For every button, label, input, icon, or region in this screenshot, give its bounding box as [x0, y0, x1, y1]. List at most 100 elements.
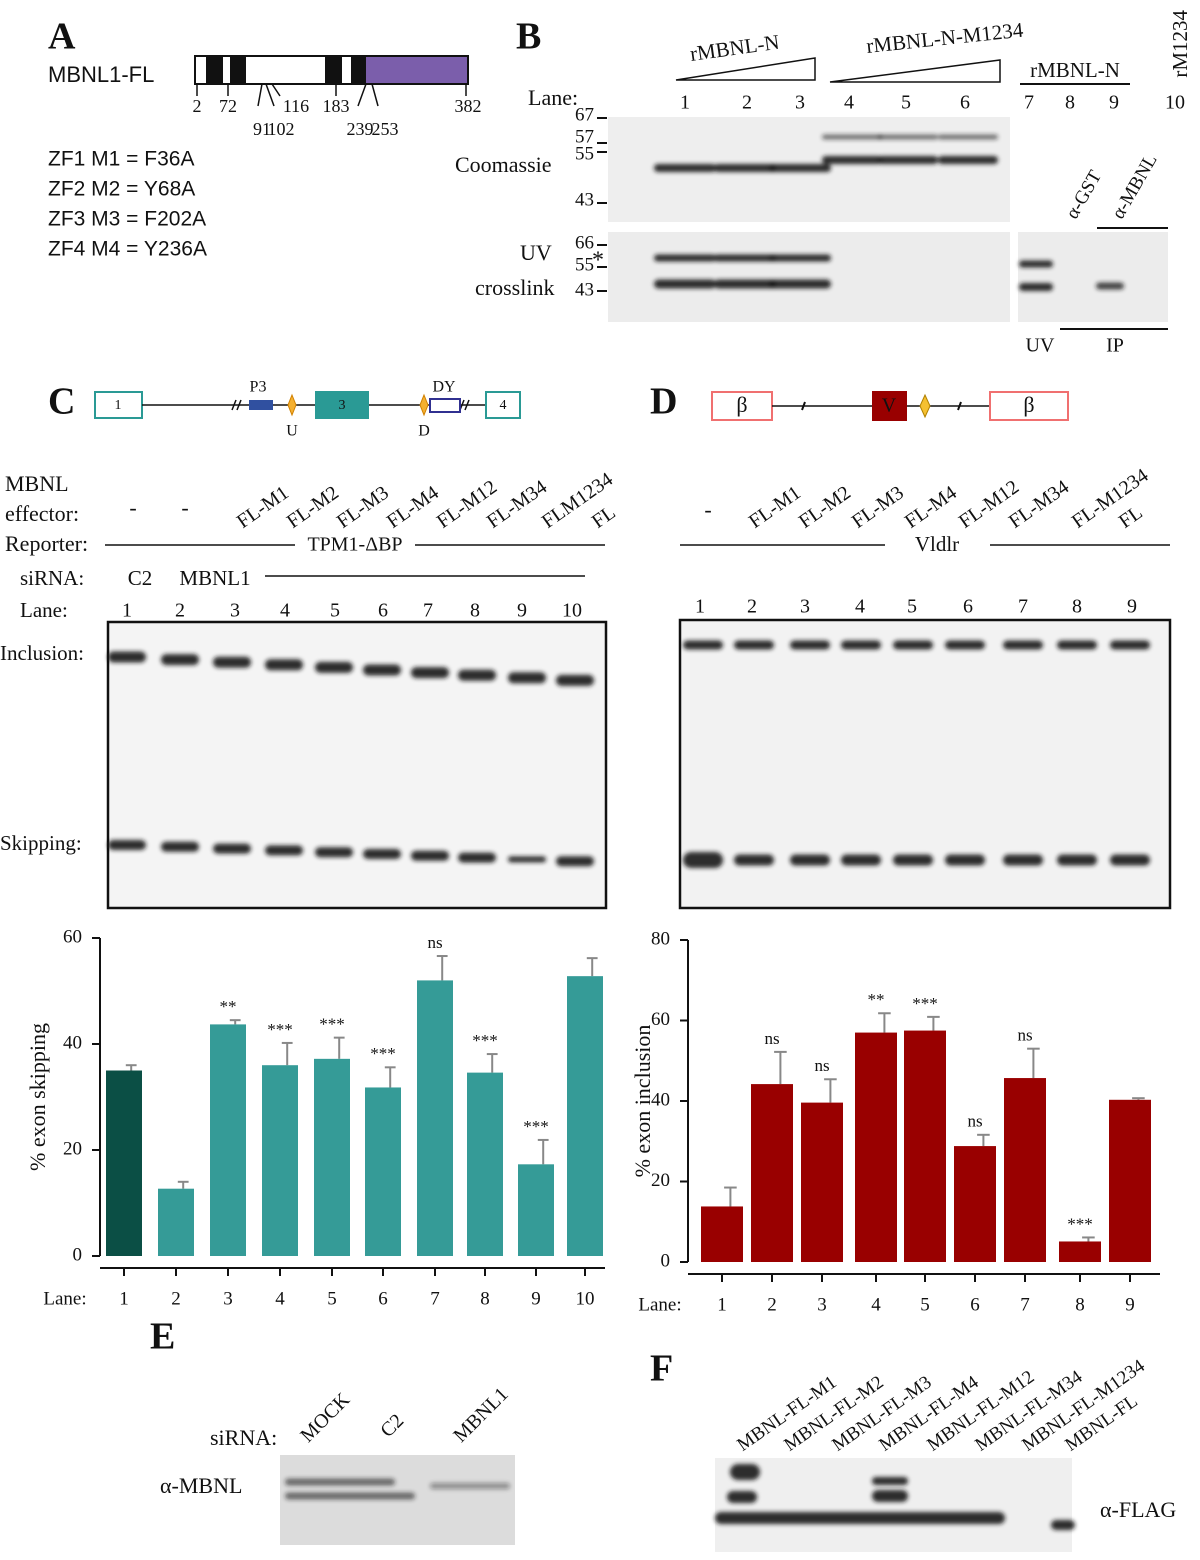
x-tick-label: 9 — [1125, 1294, 1135, 1315]
y-tick-label: 0 — [661, 1250, 671, 1271]
band — [683, 852, 723, 868]
band — [1110, 640, 1150, 650]
effector: - — [181, 495, 188, 520]
lane-number: 4 — [844, 92, 854, 114]
exon: 1 — [115, 398, 122, 413]
band — [161, 654, 199, 666]
x-tick-label: 1 — [717, 1294, 727, 1315]
significance: *** — [523, 1117, 549, 1136]
bar — [904, 1030, 946, 1262]
x-tick-label: 2 — [767, 1294, 777, 1315]
bar — [467, 1072, 503, 1256]
row-title: siRNA: — [20, 566, 84, 590]
panel-label: E — [150, 1316, 175, 1358]
band — [945, 854, 985, 866]
band — [734, 640, 774, 650]
marker: 55 — [575, 143, 594, 164]
lane-number: 9 — [1109, 92, 1119, 114]
band-label: Skipping: — [0, 831, 82, 855]
band — [508, 672, 546, 684]
lane-number: 9 — [517, 600, 527, 622]
lane-number: 7 — [1018, 596, 1028, 618]
bar — [567, 976, 603, 1256]
band — [822, 156, 882, 164]
lane-label: C2 — [376, 1410, 408, 1442]
significance: ns — [764, 1029, 779, 1048]
residue-number: 102 — [268, 119, 295, 139]
band — [714, 164, 776, 172]
band — [213, 656, 251, 668]
antibody: α-FLAG — [1100, 1497, 1176, 1522]
band — [878, 134, 938, 140]
lane-number: 10 — [1165, 92, 1185, 114]
band — [841, 854, 881, 866]
band — [938, 156, 998, 164]
exon: 3 — [339, 398, 346, 413]
exon: V — [882, 395, 897, 417]
band — [683, 640, 723, 650]
significance: *** — [267, 1020, 293, 1039]
lane-number: 1 — [122, 600, 132, 622]
method-label: UV — [520, 240, 552, 265]
residue-number: 72 — [219, 96, 237, 116]
band — [108, 651, 146, 663]
band — [315, 847, 353, 858]
y-tick-label: 60 — [63, 926, 82, 947]
bar — [210, 1024, 246, 1256]
bar — [262, 1065, 298, 1256]
lane-number: 1 — [680, 92, 690, 114]
stain-label: Coomassie — [455, 152, 552, 177]
exon: β — [736, 392, 747, 417]
x-tick-label: 9 — [531, 1288, 541, 1309]
effector: FL-M1 — [233, 482, 293, 533]
band — [938, 134, 998, 140]
residue-number: 2 — [193, 96, 202, 116]
x-tick-label: 8 — [480, 1288, 490, 1309]
x-tick-label: 7 — [430, 1288, 440, 1309]
panel-label: D — [650, 381, 677, 423]
marker: 43 — [575, 189, 594, 210]
lane-label: MOCK — [296, 1388, 354, 1446]
band — [715, 1512, 1005, 1524]
bar — [701, 1206, 743, 1262]
residue-number: 116 — [283, 96, 309, 116]
band — [730, 1464, 760, 1480]
band — [714, 254, 776, 262]
lane-number: 6 — [963, 596, 973, 618]
mutation: ZF4 M4 = Y236A — [48, 238, 207, 261]
effector: FL-M3 — [333, 482, 393, 533]
band — [714, 279, 776, 289]
lane-number: 3 — [230, 600, 240, 622]
band — [769, 279, 831, 289]
lane-number: 5 — [330, 600, 340, 622]
effector: FL-M4 — [901, 482, 961, 533]
method-label: crosslink — [475, 275, 554, 300]
lane-number: 7 — [423, 600, 433, 622]
bar — [158, 1188, 194, 1256]
bottom-label: IP — [1106, 335, 1124, 357]
x-tick-label: 2 — [171, 1288, 181, 1309]
exon: β — [1023, 392, 1034, 417]
y-tick-label: 60 — [651, 1009, 670, 1030]
residue-number: 239 — [347, 119, 374, 139]
y-tick-label: 0 — [73, 1244, 83, 1265]
marker: 57 — [575, 126, 594, 147]
effector: FL-M2 — [283, 482, 343, 533]
lane-label: MBNL1 — [449, 1383, 512, 1446]
x-tick-label: 1 — [119, 1288, 129, 1309]
band — [430, 1483, 510, 1489]
group-label: rMBNL-N-M1234 — [865, 18, 1025, 58]
band — [161, 841, 199, 852]
marker: 67 — [575, 104, 594, 125]
band — [878, 156, 938, 164]
significance: ns — [1017, 1026, 1032, 1045]
gel-bands — [108, 134, 1150, 1530]
panel-label: C — [48, 381, 75, 423]
effector: FL-M1 — [745, 482, 805, 533]
lane-number: 3 — [795, 92, 805, 114]
band — [556, 856, 594, 867]
band — [285, 1492, 415, 1500]
y-tick-label: 80 — [651, 928, 670, 949]
x-tick-label: 6 — [378, 1288, 388, 1309]
lane-number: 2 — [747, 596, 757, 618]
